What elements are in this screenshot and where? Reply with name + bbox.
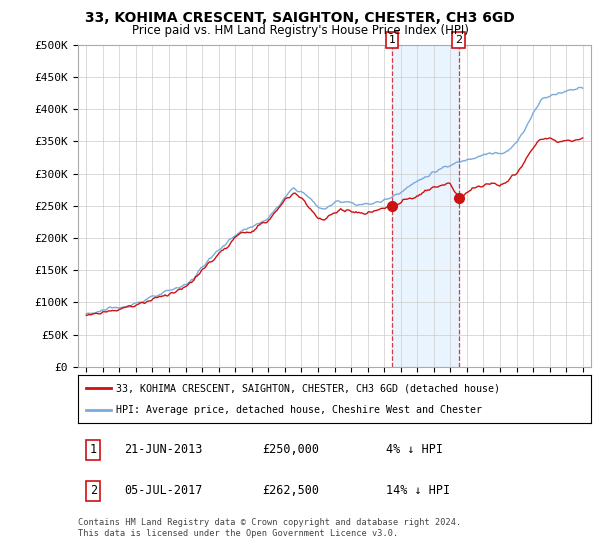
Text: This data is licensed under the Open Government Licence v3.0.: This data is licensed under the Open Gov… [78, 529, 398, 538]
Text: 33, KOHIMA CRESCENT, SAIGHTON, CHESTER, CH3 6GD: 33, KOHIMA CRESCENT, SAIGHTON, CHESTER, … [85, 11, 515, 25]
Text: 2: 2 [90, 484, 97, 497]
Text: 1: 1 [90, 444, 97, 456]
Text: 14% ↓ HPI: 14% ↓ HPI [386, 484, 450, 497]
Bar [392, 45, 459, 367]
Text: 1: 1 [388, 35, 395, 45]
Text: 33, KOHIMA CRESCENT, SAIGHTON, CHESTER, CH3 6GD (detached house): 33, KOHIMA CRESCENT, SAIGHTON, CHESTER, … [116, 383, 500, 393]
Text: 2: 2 [455, 35, 463, 45]
Text: £262,500: £262,500 [263, 484, 320, 497]
Text: 05-JUL-2017: 05-JUL-2017 [124, 484, 203, 497]
Text: 4% ↓ HPI: 4% ↓ HPI [386, 444, 443, 456]
Text: 21-JUN-2013: 21-JUN-2013 [124, 444, 203, 456]
Text: Price paid vs. HM Land Registry's House Price Index (HPI): Price paid vs. HM Land Registry's House … [131, 24, 469, 36]
Text: £250,000: £250,000 [263, 444, 320, 456]
Text: Contains HM Land Registry data © Crown copyright and database right 2024.: Contains HM Land Registry data © Crown c… [78, 518, 461, 527]
Text: HPI: Average price, detached house, Cheshire West and Chester: HPI: Average price, detached house, Ches… [116, 405, 482, 415]
